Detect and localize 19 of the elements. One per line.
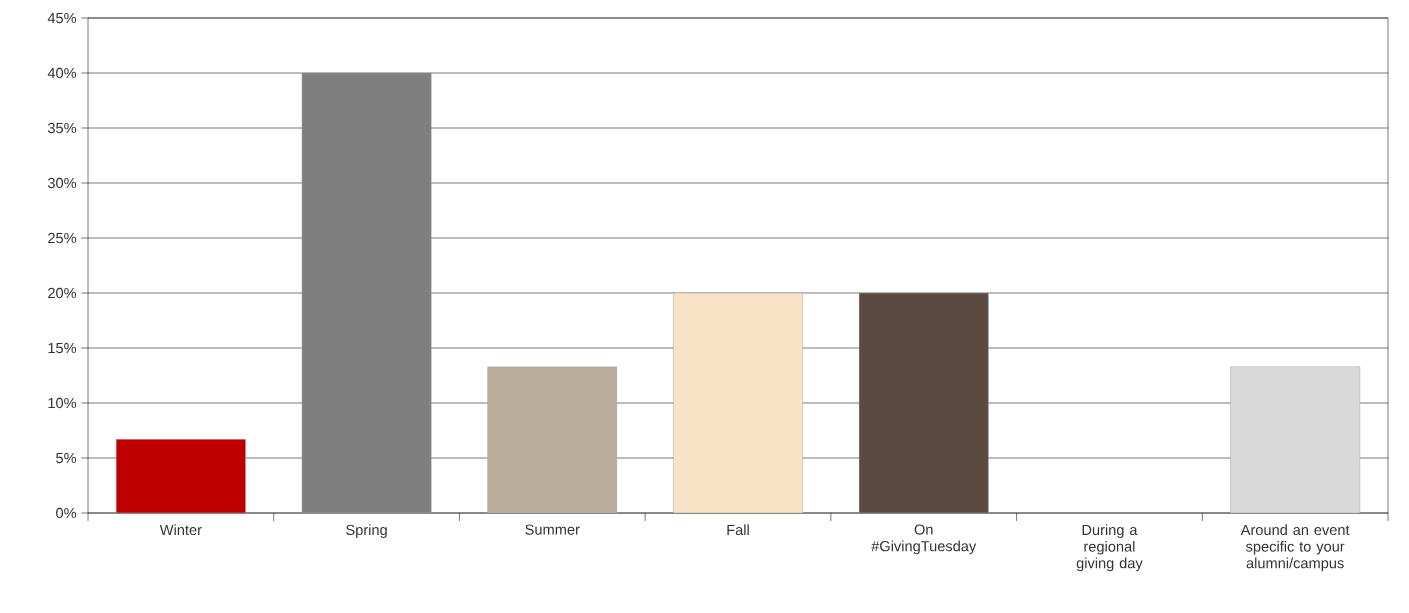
x-tick-label: On #GivingTuesday [871,524,977,555]
y-tick-label: 20% [48,287,77,299]
x-tick-label: During a regional giving day [1076,524,1143,572]
y-tick-label: 10% [48,397,77,409]
y-tick-label: 0% [56,507,77,519]
x-tick-label: Fall [727,524,749,536]
x-tick-label: Winter [159,524,202,536]
bar [858,292,989,513]
y-tick-label: 40% [47,67,77,79]
y-tick-label: 5% [56,452,77,464]
y-tick-label: 30% [47,177,77,189]
bar [301,72,432,513]
y-tick-label: 45% [47,12,77,24]
x-tick-label: Spring [346,524,387,538]
x-tick-label: Summer [525,524,580,535]
x-tick-label: Around an event specific to your alumni/campus [1240,524,1350,572]
y-tick-label: 35% [47,122,77,134]
y-tick-label: 15% [48,342,77,354]
y-tick-label: 25% [48,232,77,244]
